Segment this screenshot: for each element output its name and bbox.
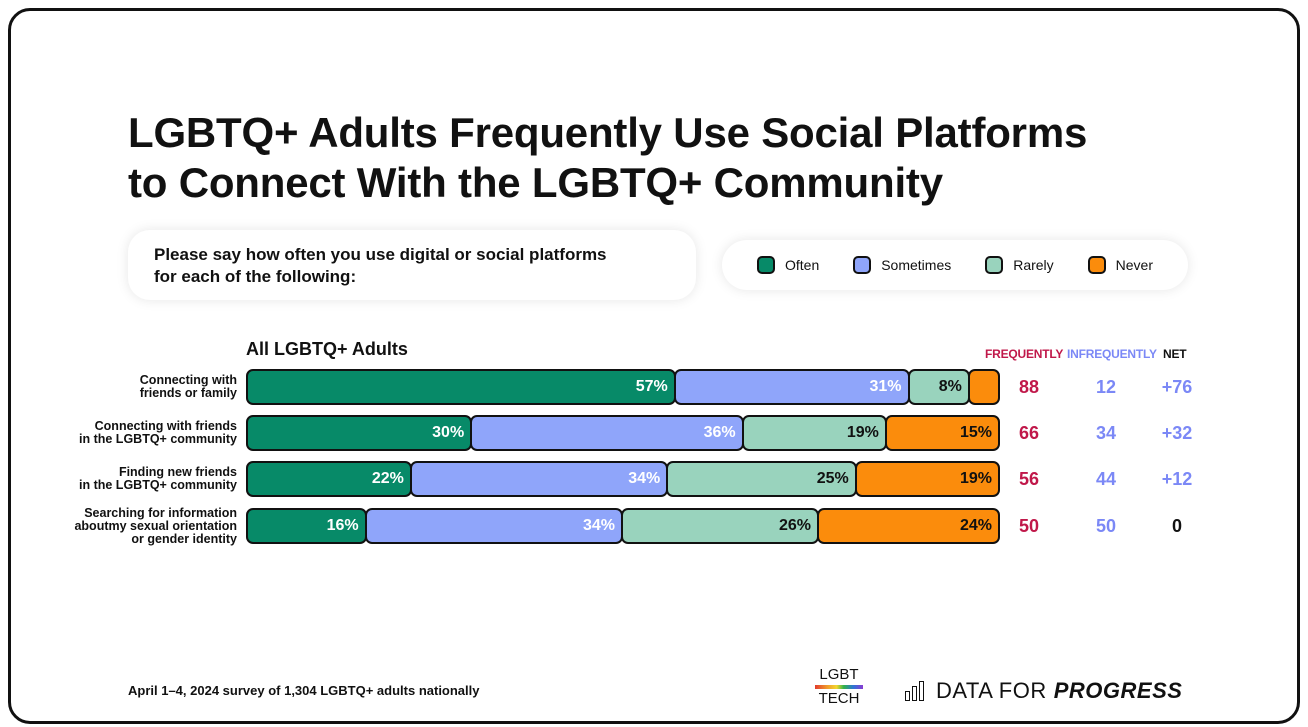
infrequently-value: 34: [1095, 423, 1117, 443]
bar-segment-rarely: 25%: [666, 461, 857, 497]
question-line-1: Please say how often you use digital or …: [154, 245, 607, 264]
legend-item-sometimes: Sometimes: [853, 256, 951, 274]
bar-segment-rarely: 8%: [907, 369, 970, 405]
stacked-bar: 16% 34% 26% 24%: [246, 508, 1000, 544]
legend: Often Sometimes Rarely Never: [722, 240, 1188, 290]
row-label-line: in the LGBTQ+ community: [79, 478, 237, 492]
row-label: Searching for information aboutmy sexual …: [74, 505, 237, 546]
rainbow-bar-icon: [815, 685, 863, 689]
legend-swatch-rarely: [985, 256, 1004, 274]
title-line-2: to Connect With the LGBTQ+ Community: [128, 159, 943, 206]
bar-segment-never: 15%: [884, 415, 1000, 451]
row-label-line: aboutmy sexual orientation: [74, 518, 237, 533]
bar-segment-never: [967, 369, 1000, 405]
lgbt-tech-logo: LGBT TECH: [815, 667, 863, 707]
stacked-bar: 57% 31% 8%: [246, 369, 1000, 405]
bar-segment-sometimes: 31%: [673, 369, 910, 405]
net-value: +12: [1161, 469, 1193, 489]
legend-item-never: Never: [1087, 256, 1153, 274]
legend-swatch-sometimes: [853, 256, 872, 274]
infrequently-value: 50: [1095, 516, 1117, 536]
dfp-logo-main: DATA FOR: [936, 678, 1047, 703]
header-infrequently: INFREQUENTLY: [1067, 347, 1157, 361]
net-value: 0: [1171, 516, 1182, 536]
legend-item-often: Often: [756, 256, 820, 274]
frequently-value: 50: [1018, 516, 1040, 536]
subset-title: All LGBTQ+ Adults: [246, 339, 408, 359]
legend-label-rarely: Rarely: [1013, 257, 1054, 273]
row-label-line: Searching for information: [84, 505, 237, 520]
dfp-logo-emph: PROGRESS: [1053, 678, 1183, 703]
row-label-line: friends or family: [139, 386, 237, 400]
row-label: Finding new friends in the LGBTQ+ communi…: [79, 466, 237, 492]
legend-swatch-often: [756, 256, 775, 274]
frequently-value: 56: [1018, 469, 1040, 489]
stacked-bar: 22% 34% 25% 19%: [246, 461, 1000, 497]
row-label-line: or gender identity: [131, 531, 237, 546]
bar-segment-often: 57%: [246, 369, 676, 405]
infrequently-value: 12: [1095, 377, 1117, 397]
row-label-line: Finding new friends: [118, 465, 237, 479]
frequently-value: 88: [1018, 377, 1040, 397]
bar-segment-sometimes: 36%: [470, 415, 744, 451]
infrequently-value: 44: [1095, 469, 1117, 489]
header-net: NET: [1163, 347, 1187, 361]
row-label: Connecting with friends in the LGBTQ+ com…: [79, 420, 237, 446]
chart-card: [8, 8, 1300, 724]
bar-segment-often: 16%: [246, 508, 367, 544]
row-label: Connecting with friends or family: [140, 374, 237, 400]
bar-chart-icon: [905, 681, 926, 701]
frequently-value: 66: [1018, 423, 1040, 443]
legend-swatch-never: [1087, 256, 1106, 274]
legend-label-often: Often: [784, 257, 820, 273]
bar-segment-never: 19%: [854, 461, 1000, 497]
row-label-line: Connecting with: [139, 373, 237, 387]
bar-segment-rarely: 19%: [741, 415, 887, 451]
legend-label-never: Never: [1115, 257, 1153, 273]
net-value: +32: [1161, 423, 1193, 443]
bar-segment-never: 24%: [817, 508, 1000, 544]
bar-segment-often: 22%: [246, 461, 412, 497]
net-value: +76: [1161, 377, 1193, 397]
question-box: Please say how often you use digital or …: [128, 230, 696, 300]
header-frequently: FREQUENTLY: [985, 347, 1064, 361]
bar-segment-rarely: 26%: [621, 508, 820, 544]
row-label-line: Connecting with friends: [94, 419, 237, 433]
chart-title: LGBTQ+ Adults Frequently Use Social Plat…: [128, 108, 1228, 208]
data-for-progress-logo: DATA FOR PROGRESS: [905, 678, 1182, 704]
title-line-1: LGBTQ+ Adults Frequently Use Social Plat…: [128, 109, 1088, 156]
bar-segment-sometimes: 34%: [364, 508, 623, 544]
legend-item-rarely: Rarely: [985, 256, 1054, 274]
lgbt-logo-top: LGBT: [819, 666, 859, 683]
question-line-2: for each of the following:: [154, 267, 357, 286]
stacked-bar: 30% 36% 19% 15%: [246, 415, 1000, 451]
survey-footnote: April 1–4, 2024 survey of 1,304 LGBTQ+ a…: [128, 683, 480, 698]
legend-label-sometimes: Sometimes: [881, 257, 952, 273]
row-label-line: in the LGBTQ+ community: [79, 432, 237, 446]
lgbt-logo-bottom: TECH: [818, 690, 860, 707]
bar-segment-often: 30%: [246, 415, 473, 451]
bar-segment-sometimes: 34%: [409, 461, 669, 497]
